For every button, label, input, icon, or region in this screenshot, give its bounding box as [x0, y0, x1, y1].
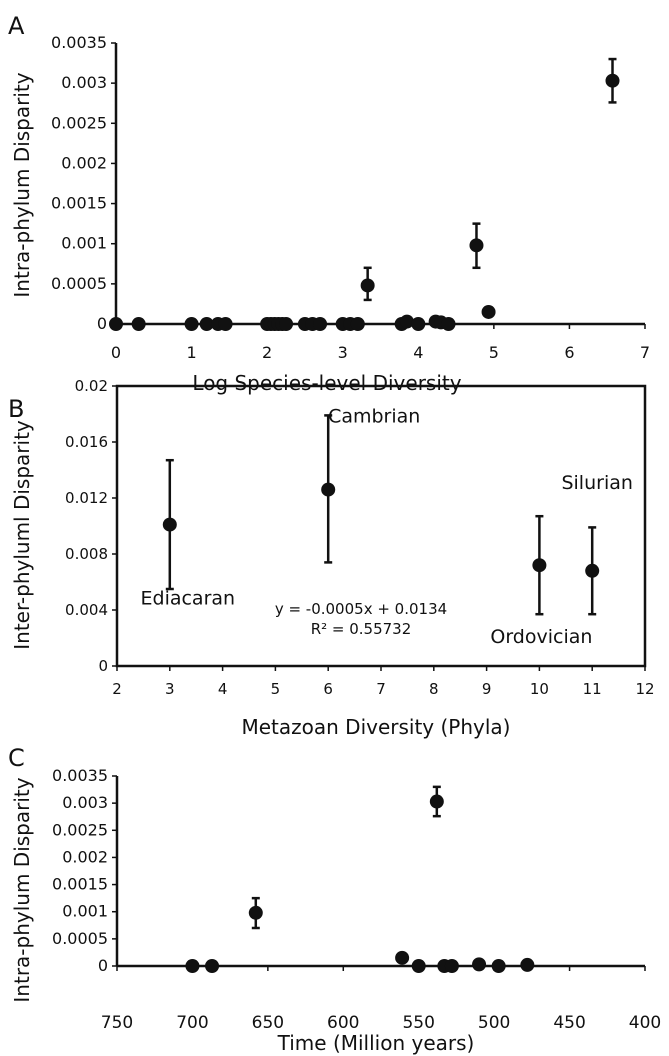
x-tick-label-b: 12	[635, 680, 654, 698]
panel-letter-b: B	[8, 395, 24, 423]
x-tick-label-c: 500	[478, 1013, 510, 1033]
point-label-ediacaran: Ediacaran	[141, 588, 236, 610]
x-tick-label-a: 5	[489, 343, 499, 362]
data-point-a	[279, 317, 294, 331]
y-tick-label-b: 0.012	[65, 489, 108, 507]
data-point-a	[218, 317, 233, 331]
y-axis-label-c: Intra-phylum Disparity	[10, 777, 34, 1002]
data-point-c	[444, 959, 459, 973]
panel-letter-c: C	[8, 744, 25, 772]
y-tick-label-b: 0.008	[65, 545, 108, 563]
data-point-a	[411, 317, 426, 331]
data-point-c	[248, 905, 263, 920]
regression-equation: y = -0.0005x + 0.0134	[275, 600, 447, 618]
y-tick-label-b: 0.02	[75, 377, 108, 395]
data-point-b	[162, 517, 177, 532]
data-point-b	[585, 563, 600, 578]
x-tick-label-b: 5	[271, 680, 281, 698]
x-tick-label-b: 6	[323, 680, 333, 698]
y-tick-label-b: 0	[98, 657, 108, 675]
data-point-c	[429, 794, 444, 809]
x-tick-label-c: 400	[629, 1013, 661, 1033]
y-tick-label-c: 0	[98, 956, 108, 975]
y-tick-label-a: 0.0015	[51, 194, 107, 213]
data-point-b	[321, 482, 336, 497]
x-tick-label-c: 650	[252, 1013, 284, 1033]
data-point-a	[199, 317, 214, 331]
x-tick-label-b: 3	[165, 680, 175, 698]
data-point-b	[532, 558, 547, 573]
data-point-c	[491, 959, 506, 973]
panel-c-plot: 0 0.0005 0.001 0.0015 0.002 0.0025 0.003 0.0035…	[52, 766, 661, 1033]
y-tick-label-b: 0.016	[65, 433, 108, 451]
data-point-c	[205, 959, 220, 973]
y-tick-label-a: 0.003	[61, 73, 107, 92]
y-tick-label-c: 0.003	[62, 793, 108, 812]
x-tick-label-b: 8	[429, 680, 439, 698]
x-tick-label-c: 750	[101, 1013, 133, 1033]
y-tick-label-a: 0.002	[61, 153, 107, 172]
x-tick-label-a: 1	[186, 343, 196, 362]
y-tick-label-b: 0.004	[65, 601, 108, 619]
x-tick-label-a: 0	[111, 343, 121, 362]
data-point-c	[472, 957, 487, 972]
x-tick-label-a: 3	[338, 343, 348, 362]
y-tick-label-c: 0.002	[62, 847, 108, 866]
point-label-cambrian: Cambrian	[328, 406, 420, 428]
x-tick-label-c: 700	[176, 1013, 208, 1033]
data-point-c	[411, 959, 426, 973]
x-tick-label-a: 4	[413, 343, 423, 362]
y-tick-label-a: 0.001	[61, 234, 107, 253]
y-axis-label-a: Intra-phylum Disparity	[10, 72, 34, 297]
data-point-c	[520, 957, 535, 972]
point-label-silurian: Silurian	[561, 472, 632, 494]
y-axis-label-b: Inter-phyluml Disparity	[10, 420, 34, 650]
data-point-a	[350, 317, 365, 331]
x-tick-label-c: 550	[402, 1013, 434, 1033]
data-point-a	[399, 314, 414, 329]
data-point-c	[395, 950, 410, 965]
x-tick-label-b: 2	[112, 680, 122, 698]
y-tick-label-c: 0.0005	[52, 929, 108, 948]
data-point-c	[185, 959, 200, 973]
y-tick-label-a: 0.0035	[51, 33, 107, 52]
y-tick-label-a: 0.0025	[51, 113, 107, 132]
data-point-a	[360, 278, 375, 293]
y-tick-label-c: 0.001	[62, 902, 108, 921]
x-tick-label-a: 7	[640, 343, 650, 362]
data-point-a	[441, 317, 456, 331]
data-point-a	[469, 238, 484, 253]
point-label-ordovician: Ordovician	[490, 626, 592, 648]
y-tick-label-c: 0.0035	[52, 766, 108, 785]
panel-letter-a: A	[8, 12, 25, 40]
x-tick-label-a: 6	[564, 343, 574, 362]
y-tick-label-c: 0.0025	[52, 820, 108, 839]
x-tick-label-a: 2	[262, 343, 272, 362]
y-tick-label-a: 0.0005	[51, 274, 107, 293]
x-tick-label-b: 11	[583, 680, 602, 698]
data-point-a	[131, 317, 146, 331]
panel-a-plot: 0 0.0005 0.001 0.0015 0.002 0.0025 0.003 0.0035…	[51, 33, 650, 362]
data-point-a	[313, 317, 328, 331]
x-tick-label-b: 10	[530, 680, 549, 698]
y-tick-label-a: 0	[97, 314, 107, 333]
data-point-a	[109, 317, 123, 331]
x-axis-label-b: Metazoan Diversity (Phyla)	[241, 715, 510, 739]
x-tick-label-b: 4	[218, 680, 228, 698]
x-tick-label-b: 7	[376, 680, 386, 698]
x-tick-label-b: 9	[482, 680, 492, 698]
x-axis-label-c: Time (Million years)	[277, 1031, 475, 1055]
data-point-a	[605, 73, 620, 88]
x-tick-label-c: 600	[327, 1013, 359, 1033]
x-axis-label-a: Log Species-level Diversity	[192, 371, 461, 395]
data-point-a	[481, 304, 496, 319]
y-tick-label-c: 0.0015	[52, 875, 108, 894]
x-tick-label-c: 450	[553, 1013, 585, 1033]
panel-b-plot: 0 0.004 0.008 0.012 0.016 0.02 2 3 4 5 6 7 8 9 10 11 12 E…	[65, 377, 655, 698]
data-point-a	[184, 317, 199, 331]
regression-r2: R² = 0.55732	[311, 620, 412, 638]
